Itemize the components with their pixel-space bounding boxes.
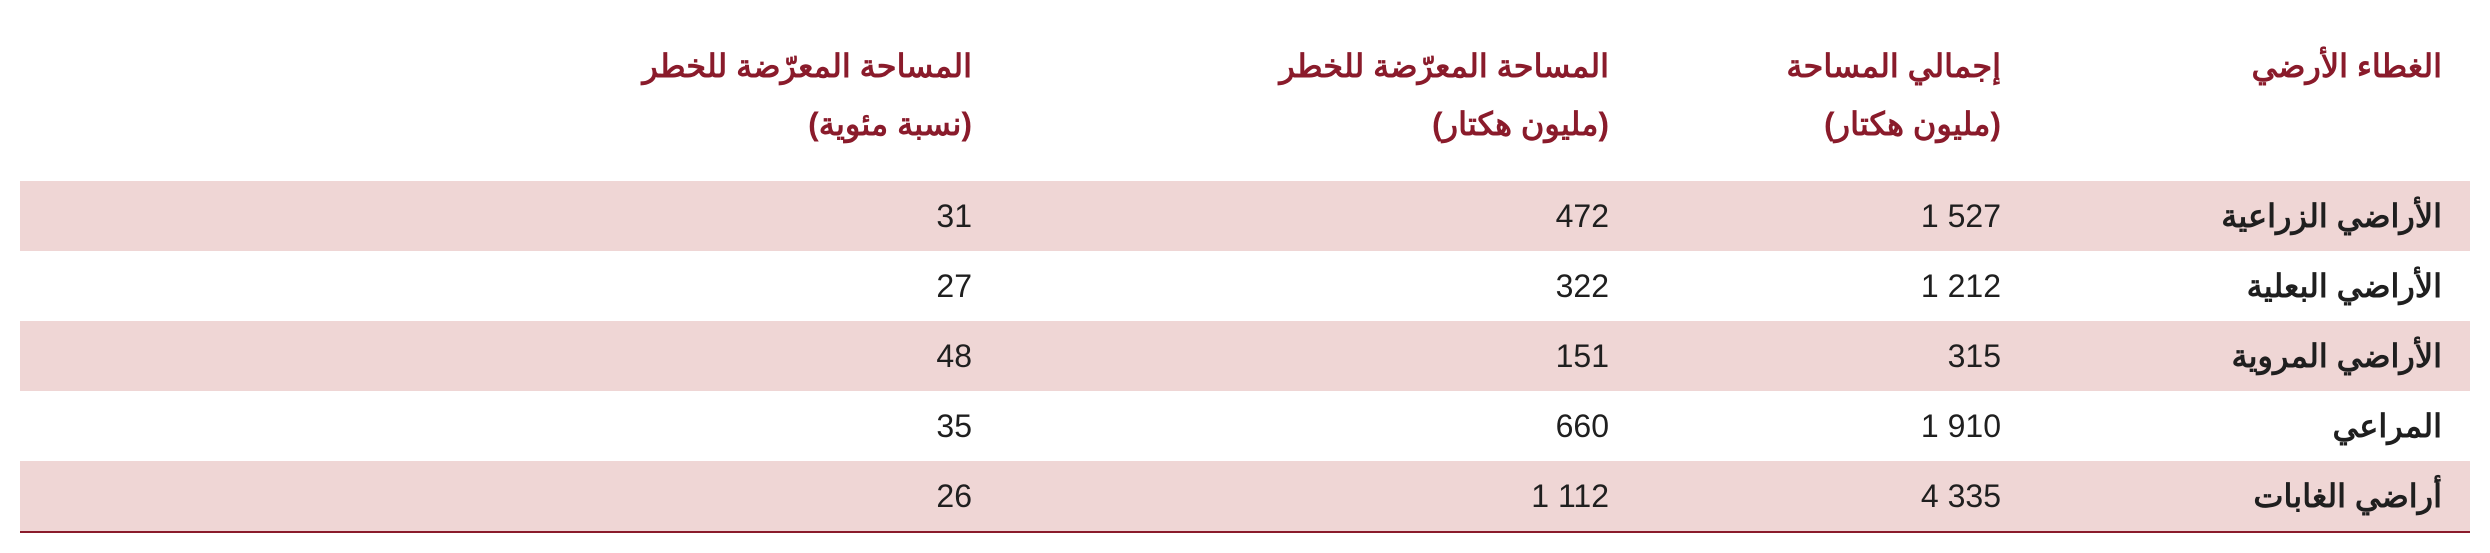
cell-total: 1 910 bbox=[1637, 391, 2029, 461]
cell-total: 1 527 bbox=[1637, 181, 2029, 251]
header-line1: المساحة المعرّضة للخطر bbox=[1279, 48, 1609, 84]
cell-label: الأراضي البعلية bbox=[2029, 251, 2470, 321]
header-cell-land-cover: الغطاء الأرضي bbox=[2029, 20, 2470, 181]
cell-total: 315 bbox=[1637, 321, 2029, 391]
header-cell-risk-pct: المساحة المعرّضة للخطر (نسبة مئوية) bbox=[20, 20, 1000, 181]
header-row: الغطاء الأرضي إجمالي المساحة (مليون هكتا… bbox=[20, 20, 2470, 181]
cell-risk-abs: 660 bbox=[1000, 391, 1637, 461]
table-row: أراضي الغابات4 3351 11226 bbox=[20, 461, 2470, 532]
cell-risk-abs: 472 bbox=[1000, 181, 1637, 251]
cell-label: الأراضي الزراعية bbox=[2029, 181, 2470, 251]
cell-total: 1 212 bbox=[1637, 251, 2029, 321]
cell-risk-pct: 31 bbox=[20, 181, 1000, 251]
header-line1: الغطاء الأرضي bbox=[2252, 48, 2442, 84]
cell-total: 4 335 bbox=[1637, 461, 2029, 532]
cell-label: المراعي bbox=[2029, 391, 2470, 461]
table-body: الأراضي الزراعية1 52747231الأراضي البعلي… bbox=[20, 181, 2470, 532]
header-line2: (مليون هكتار) bbox=[1824, 106, 2001, 142]
cell-risk-pct: 35 bbox=[20, 391, 1000, 461]
cell-risk-abs: 1 112 bbox=[1000, 461, 1637, 532]
cell-risk-abs: 322 bbox=[1000, 251, 1637, 321]
cell-risk-pct: 26 bbox=[20, 461, 1000, 532]
header-line1: إجمالي المساحة bbox=[1786, 48, 2001, 84]
header-cell-risk-area: المساحة المعرّضة للخطر (مليون هكتار) bbox=[1000, 20, 1637, 181]
cell-risk-pct: 27 bbox=[20, 251, 1000, 321]
cell-risk-abs: 151 bbox=[1000, 321, 1637, 391]
table-header: الغطاء الأرضي إجمالي المساحة (مليون هكتا… bbox=[20, 20, 2470, 181]
table-row: المراعي1 91066035 bbox=[20, 391, 2470, 461]
table-row: الأراضي المروية31515148 bbox=[20, 321, 2470, 391]
land-cover-table: الغطاء الأرضي إجمالي المساحة (مليون هكتا… bbox=[20, 20, 2470, 533]
cell-risk-pct: 48 bbox=[20, 321, 1000, 391]
cell-label: الأراضي المروية bbox=[2029, 321, 2470, 391]
header-line2: (نسبة مئوية) bbox=[808, 106, 972, 142]
header-line2: (مليون هكتار) bbox=[1432, 106, 1609, 142]
table-row: الأراضي البعلية1 21232227 bbox=[20, 251, 2470, 321]
cell-label: أراضي الغابات bbox=[2029, 461, 2470, 532]
table-row: الأراضي الزراعية1 52747231 bbox=[20, 181, 2470, 251]
data-table: الغطاء الأرضي إجمالي المساحة (مليون هكتا… bbox=[20, 20, 2470, 533]
header-cell-total-area: إجمالي المساحة (مليون هكتار) bbox=[1637, 20, 2029, 181]
header-line1: المساحة المعرّضة للخطر bbox=[642, 48, 972, 84]
